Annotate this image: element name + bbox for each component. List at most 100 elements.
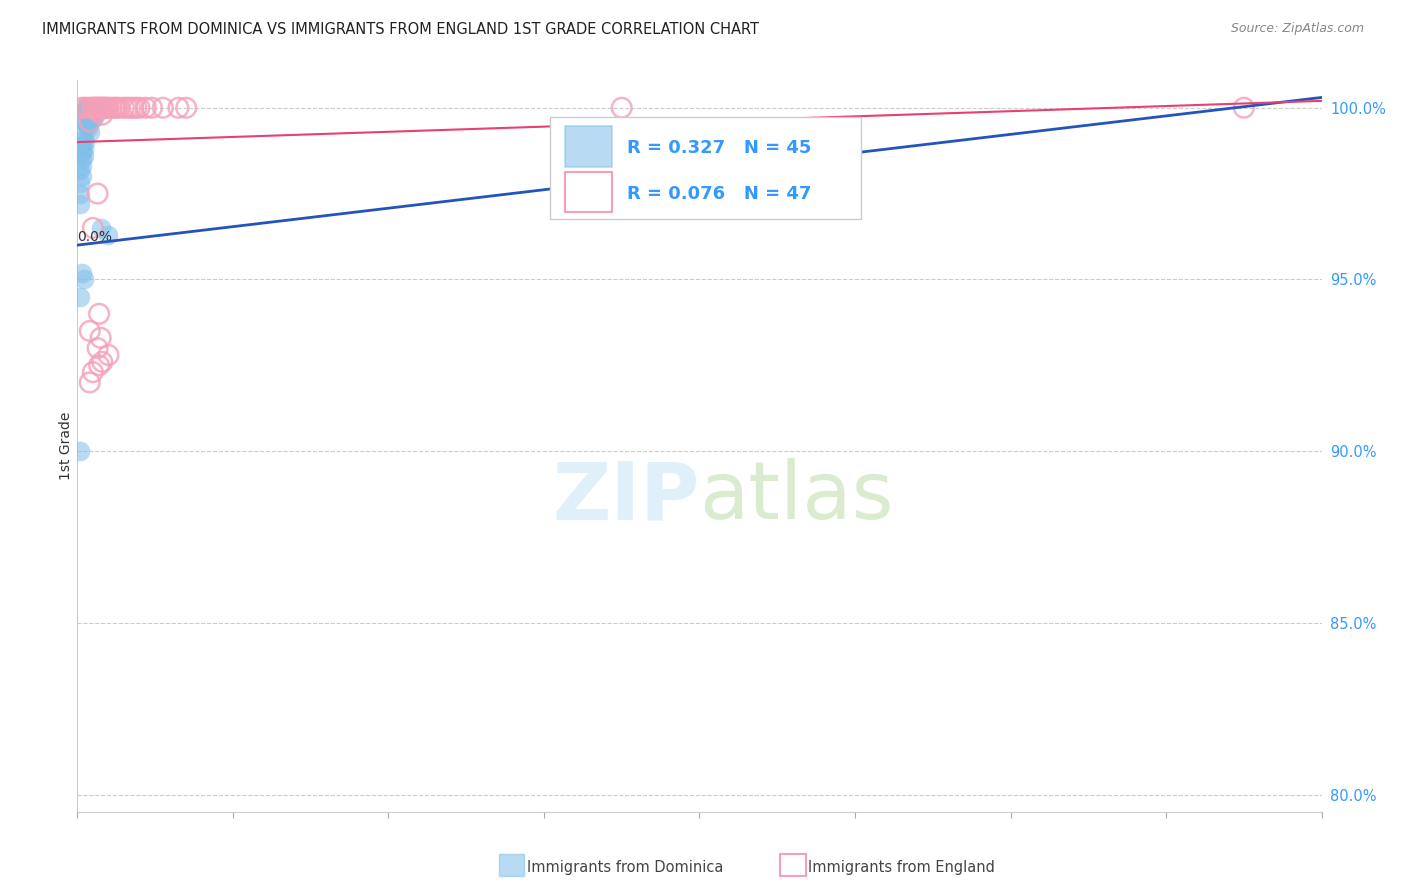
- Point: [86, 341, 108, 355]
- Point: [94, 101, 117, 115]
- Bar: [780, 854, 806, 876]
- Point: [69, 444, 91, 458]
- Point: [69, 197, 91, 211]
- Point: [70, 145, 93, 160]
- Point: [115, 101, 138, 115]
- Point: [91, 101, 114, 115]
- Text: R = 0.327   N = 45: R = 0.327 N = 45: [627, 139, 811, 157]
- Point: [80, 101, 103, 115]
- Point: [72, 114, 94, 128]
- Point: [93, 101, 115, 115]
- Point: [82, 111, 104, 125]
- Point: [1233, 101, 1256, 115]
- Point: [112, 101, 135, 115]
- Point: [69, 176, 91, 190]
- Point: [72, 131, 94, 145]
- Point: [75, 104, 97, 119]
- Point: [77, 121, 100, 136]
- Point: [122, 101, 145, 115]
- Text: Source: ZipAtlas.com: Source: ZipAtlas.com: [1230, 22, 1364, 36]
- Text: Immigrants from England: Immigrants from England: [808, 860, 995, 874]
- FancyBboxPatch shape: [550, 117, 862, 219]
- Point: [97, 227, 120, 242]
- Point: [86, 186, 108, 201]
- Point: [100, 101, 122, 115]
- Text: R = 0.076   N = 47: R = 0.076 N = 47: [627, 185, 811, 202]
- Point: [75, 135, 97, 149]
- Point: [76, 118, 98, 132]
- Point: [79, 324, 101, 338]
- Point: [120, 101, 142, 115]
- Point: [69, 290, 91, 304]
- Point: [104, 101, 127, 115]
- Y-axis label: 1st Grade: 1st Grade: [59, 412, 73, 480]
- Point: [167, 101, 190, 115]
- Point: [82, 101, 104, 115]
- Point: [69, 162, 91, 177]
- Point: [72, 101, 94, 115]
- Point: [82, 365, 104, 379]
- Point: [125, 101, 148, 115]
- Point: [80, 101, 103, 115]
- Point: [152, 101, 174, 115]
- Point: [86, 101, 108, 115]
- Point: [72, 149, 94, 163]
- Point: [77, 107, 100, 121]
- Point: [75, 101, 97, 115]
- Point: [97, 101, 120, 115]
- Point: [79, 376, 101, 390]
- Point: [87, 101, 110, 115]
- Point: [174, 101, 197, 115]
- Point: [83, 111, 105, 125]
- Point: [97, 348, 120, 362]
- Point: [105, 101, 128, 115]
- Point: [82, 221, 104, 235]
- Point: [87, 101, 110, 115]
- Point: [96, 101, 118, 115]
- Point: [70, 128, 93, 143]
- Point: [141, 101, 163, 115]
- Point: [80, 107, 103, 121]
- Point: [82, 101, 104, 115]
- Point: [91, 355, 114, 369]
- Point: [128, 101, 150, 115]
- Text: atlas: atlas: [700, 458, 894, 536]
- Text: ZIP: ZIP: [553, 458, 700, 536]
- FancyBboxPatch shape: [565, 127, 613, 167]
- Point: [79, 125, 101, 139]
- Text: Immigrants from Dominica: Immigrants from Dominica: [527, 860, 724, 874]
- Point: [91, 101, 114, 115]
- Point: [76, 104, 98, 119]
- Point: [91, 107, 114, 121]
- Point: [79, 107, 101, 121]
- Point: [79, 101, 101, 115]
- Point: [86, 104, 108, 119]
- Point: [108, 101, 131, 115]
- Point: [75, 114, 97, 128]
- Point: [87, 307, 110, 321]
- Point: [83, 101, 105, 115]
- Point: [83, 101, 105, 115]
- FancyBboxPatch shape: [565, 171, 613, 212]
- Point: [76, 101, 98, 115]
- Text: 0.0%: 0.0%: [77, 230, 112, 244]
- Point: [90, 101, 112, 115]
- Point: [135, 101, 157, 115]
- Point: [87, 359, 110, 373]
- Point: [70, 153, 93, 167]
- Point: [610, 101, 633, 115]
- Point: [70, 159, 93, 173]
- Point: [90, 221, 112, 235]
- Point: [766, 186, 789, 201]
- Point: [90, 331, 112, 345]
- Point: [70, 169, 93, 184]
- Point: [90, 101, 112, 115]
- Point: [79, 114, 101, 128]
- Point: [86, 101, 108, 115]
- Point: [84, 101, 107, 115]
- Point: [84, 101, 107, 115]
- Point: [72, 104, 94, 119]
- Bar: [499, 854, 524, 876]
- Point: [77, 101, 100, 115]
- Point: [72, 142, 94, 156]
